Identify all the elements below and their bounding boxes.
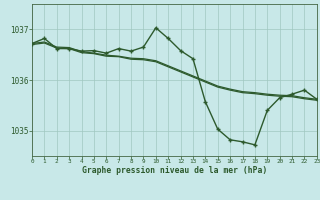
X-axis label: Graphe pression niveau de la mer (hPa): Graphe pression niveau de la mer (hPa) xyxy=(82,166,267,175)
